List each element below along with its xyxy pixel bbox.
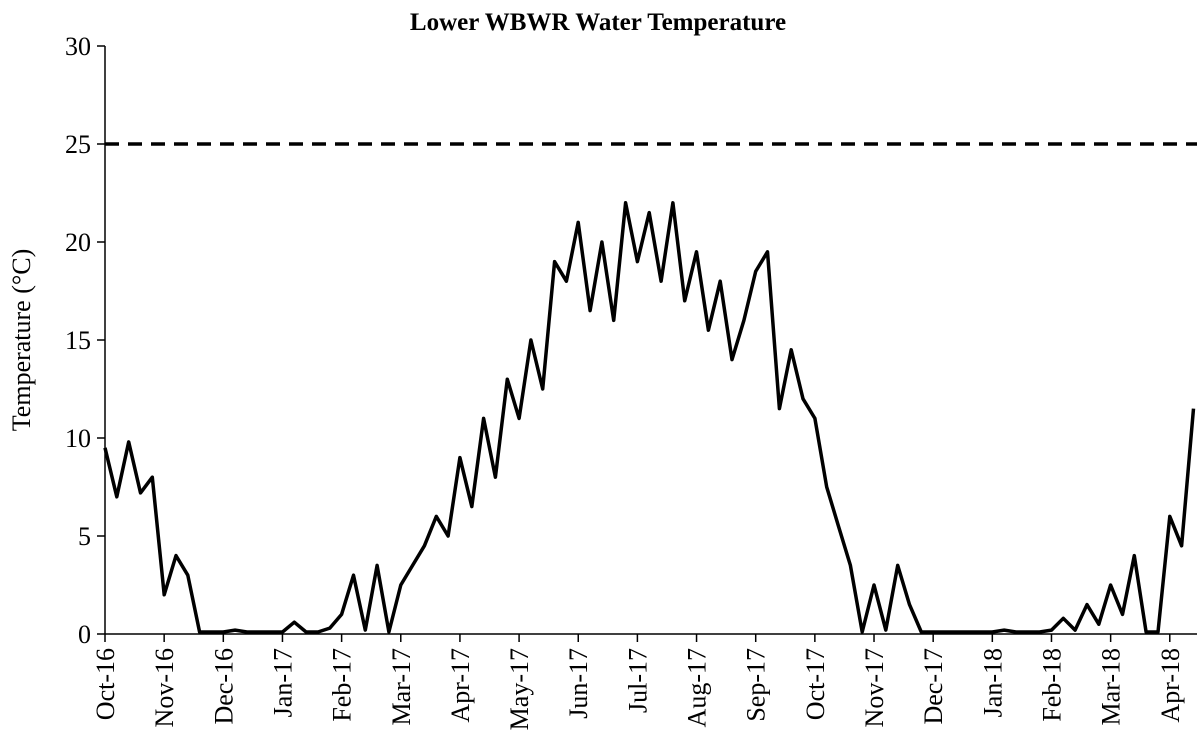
x-tick-label: Feb-17 — [328, 648, 357, 722]
x-tick-label: Jul-17 — [623, 648, 652, 713]
x-tick-label: Mar-18 — [1097, 648, 1126, 725]
y-tick-label: 0 — [78, 620, 91, 649]
x-tick-label: Dec-17 — [919, 648, 948, 725]
x-tick-label: Feb-18 — [1037, 648, 1066, 722]
x-tick-label: Nov-17 — [860, 648, 889, 727]
x-tick-label: Apr-18 — [1156, 648, 1185, 723]
x-tick-label: Sep-17 — [742, 648, 771, 722]
x-tick-label: Jan-17 — [268, 648, 297, 717]
y-axis-label: Temperature (°C) — [7, 249, 36, 432]
y-tick-label: 15 — [65, 326, 91, 355]
y-tick-label: 30 — [65, 32, 91, 61]
x-tick-label: Oct-16 — [91, 648, 120, 720]
x-tick-label: Mar-17 — [387, 648, 416, 725]
y-tick-label: 5 — [78, 522, 91, 551]
x-tick-label: Jan-18 — [978, 648, 1007, 717]
x-tick-label: Oct-17 — [801, 648, 830, 720]
y-tick-label: 10 — [65, 424, 91, 453]
x-tick-label: Dec-16 — [209, 648, 238, 725]
chart-title: Lower WBWR Water Temperature — [410, 9, 786, 36]
x-tick-label: May-17 — [505, 648, 534, 730]
y-tick-label: 20 — [65, 228, 91, 257]
x-tick-label: Apr-17 — [446, 648, 475, 723]
x-tick-label: Nov-16 — [150, 648, 179, 727]
y-tick-label: 25 — [65, 130, 91, 159]
x-tick-label: Aug-17 — [683, 648, 712, 727]
data-line — [103, 201, 1196, 634]
x-tick-label: Jun-17 — [564, 648, 593, 719]
